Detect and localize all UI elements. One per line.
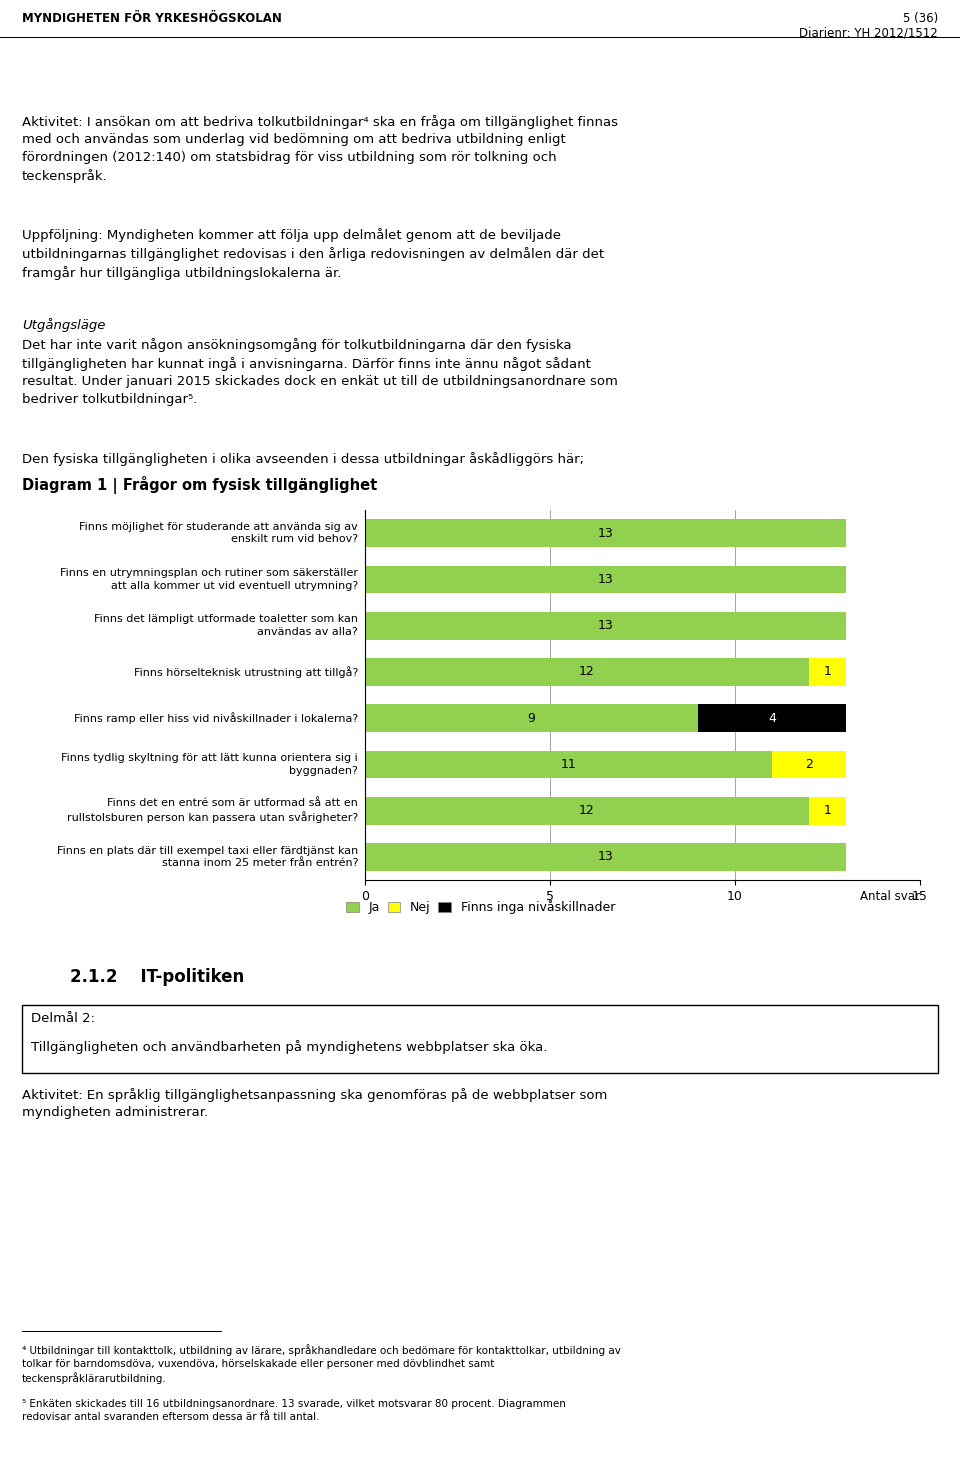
- FancyBboxPatch shape: [22, 1005, 938, 1072]
- Text: Delmål 2:: Delmål 2:: [31, 1012, 95, 1024]
- Text: 1: 1: [824, 666, 831, 679]
- Text: Det har inte varit någon ansökningsomgång för tolkutbildningarna där den fysiska: Det har inte varit någon ansökningsomgån…: [22, 338, 618, 405]
- Text: 13: 13: [598, 527, 613, 540]
- Bar: [365, 658, 809, 686]
- Text: Finns ramp eller hiss vid nivåskillnader i lokalerna?: Finns ramp eller hiss vid nivåskillnader…: [74, 712, 358, 724]
- Text: Uppföljning: Myndigheten kommer att följa upp delmålet genom att de beviljade
ut: Uppföljning: Myndigheten kommer att följ…: [22, 228, 604, 279]
- Text: Diagram 1 | Frågor om fysisk tillgänglighet: Diagram 1 | Frågor om fysisk tillgänglig…: [22, 475, 377, 494]
- Bar: [698, 704, 846, 732]
- Text: 5 (36)
Diarienr: YH 2012/1512: 5 (36) Diarienr: YH 2012/1512: [800, 12, 938, 40]
- Bar: [365, 751, 772, 778]
- Bar: [772, 751, 846, 778]
- Text: Finns det en entré som är utformad så att en
rullstolsburen person kan passera u: Finns det en entré som är utformad så at…: [67, 799, 358, 824]
- Text: 12: 12: [579, 666, 595, 679]
- Text: 13: 13: [598, 850, 613, 863]
- Text: 13: 13: [598, 619, 613, 632]
- Text: Finns möjlighet för studerande att använda sig av
enskilt rum vid behov?: Finns möjlighet för studerande att använ…: [80, 522, 358, 544]
- Bar: [365, 843, 846, 870]
- Text: 9: 9: [528, 711, 536, 724]
- Text: 2: 2: [805, 758, 813, 771]
- Text: Den fysiska tillgängligheten i olika avseenden i dessa utbildningar åskådliggörs: Den fysiska tillgängligheten i olika avs…: [22, 452, 584, 467]
- Bar: [365, 612, 846, 639]
- Text: 2.1.2    IT-politiken: 2.1.2 IT-politiken: [70, 969, 244, 986]
- Bar: [365, 519, 846, 547]
- Bar: [809, 797, 846, 825]
- Text: MYNDIGHETEN FÖR YRKESHÖGSKOLAN: MYNDIGHETEN FÖR YRKESHÖGSKOLAN: [22, 12, 282, 25]
- Text: 11: 11: [561, 758, 576, 771]
- Text: Finns det lämpligt utformade toaletter som kan
användas av alla?: Finns det lämpligt utformade toaletter s…: [94, 614, 358, 636]
- Legend: Ja, Nej, Finns inga nivåskillnader: Ja, Nej, Finns inga nivåskillnader: [347, 901, 615, 914]
- Text: Finns tydlig skyltning för att lätt kunna orientera sig i
byggnaden?: Finns tydlig skyltning för att lätt kunn…: [61, 753, 358, 775]
- Bar: [809, 658, 846, 686]
- Text: 13: 13: [598, 573, 613, 585]
- Text: Aktivitet: I ansökan om att bedriva tolkutbildningar⁴ ska en fråga om tillgängli: Aktivitet: I ansökan om att bedriva tolk…: [22, 116, 618, 183]
- Text: Tillgängligheten och användbarheten på myndighetens webbplatser ska öka.: Tillgängligheten och användbarheten på m…: [31, 1040, 547, 1055]
- Text: Utgångsläge: Utgångsläge: [22, 317, 106, 332]
- Text: Aktivitet: En språklig tillgänglighetsanpassning ska genomföras på de webbplatse: Aktivitet: En språklig tillgänglighetsan…: [22, 1088, 608, 1119]
- Text: 4: 4: [768, 711, 776, 724]
- Text: Finns en utrymningsplan och rutiner som säkerställer
att alla kommer ut vid even: Finns en utrymningsplan och rutiner som …: [60, 568, 358, 591]
- Text: Antal svar: Antal svar: [860, 890, 920, 903]
- Text: Finns hörselteknisk utrustning att tillgå?: Finns hörselteknisk utrustning att tillg…: [133, 666, 358, 677]
- Bar: [365, 797, 809, 825]
- Bar: [365, 704, 698, 732]
- Text: ⁵ Enkäten skickades till 16 utbildningsanordnare. 13 svarade, vilket motsvarar 8: ⁵ Enkäten skickades till 16 utbildningsa…: [22, 1399, 565, 1422]
- Text: 12: 12: [579, 805, 595, 818]
- Text: ⁴ Utbildningar till kontakttolk, utbildning av lärare, språkhandledare och bedöm: ⁴ Utbildningar till kontakttolk, utbildn…: [22, 1344, 621, 1384]
- Bar: [365, 566, 846, 594]
- Text: Finns en plats där till exempel taxi eller färdtjänst kan
stanna inom 25 meter f: Finns en plats där till exempel taxi ell…: [57, 846, 358, 868]
- Text: 1: 1: [824, 805, 831, 818]
